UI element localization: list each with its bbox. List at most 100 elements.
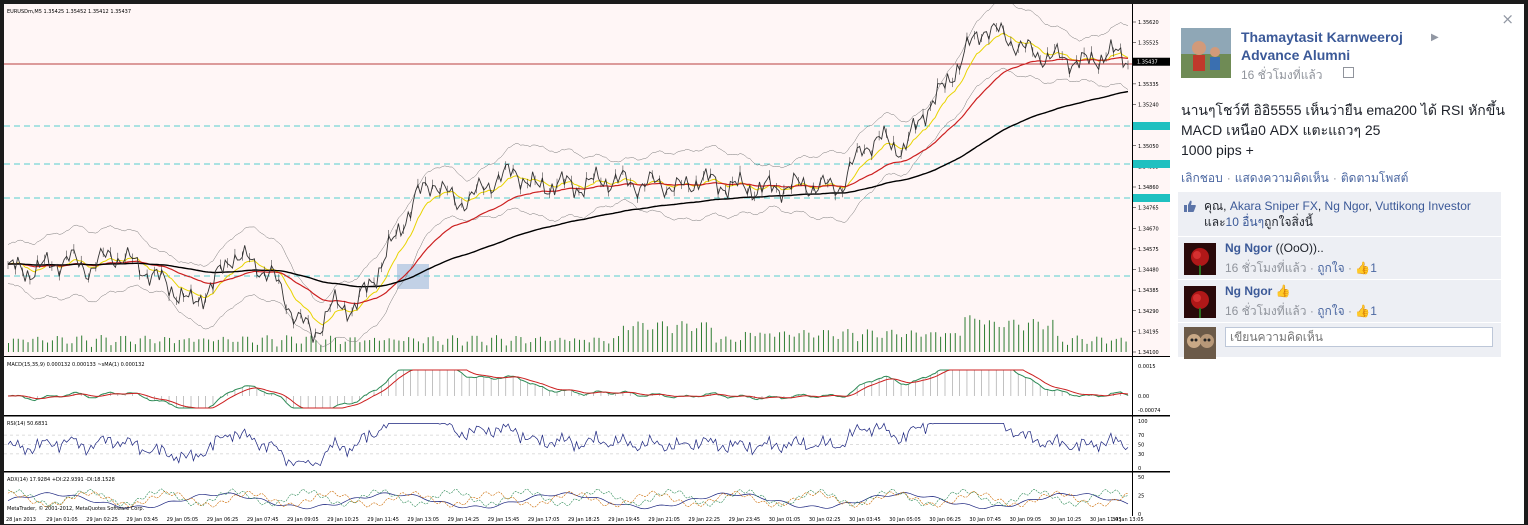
volume-bar — [559, 337, 561, 352]
time-tick-label: 30 Jan 02:25 — [809, 517, 841, 523]
bollinger-upper-band — [7, 4, 1129, 304]
macd-tick-label: 0.0015 — [1138, 364, 1156, 370]
volume-bar — [447, 338, 449, 352]
commenter-name[interactable]: Ng Ngor — [1225, 241, 1273, 255]
volume-bar — [256, 344, 258, 352]
volume-bar — [173, 343, 175, 352]
volume-bar — [661, 321, 663, 352]
volume-bar — [764, 333, 766, 352]
comment-time[interactable]: 16 ชั่วโมงที่แล้ว — [1225, 304, 1307, 318]
volume-bar — [461, 345, 463, 352]
volume-bar — [769, 333, 771, 352]
volume-bar — [203, 338, 205, 352]
volume-bar — [42, 340, 44, 352]
volume-bar — [1062, 341, 1064, 352]
volume-bar — [852, 332, 854, 352]
volume-bar — [134, 344, 136, 352]
volume-bar — [915, 332, 917, 352]
volume-bar — [910, 330, 912, 352]
commenter-avatar[interactable] — [1184, 243, 1216, 275]
volume-bar — [100, 335, 102, 352]
commenter-avatar[interactable] — [1184, 286, 1216, 318]
comment-link[interactable]: แสดงความคิดเห็น — [1234, 171, 1329, 185]
liker-link[interactable]: Akara Sniper FX — [1229, 199, 1318, 213]
liker-link[interactable]: Vuttikong Investor — [1375, 199, 1471, 213]
volume-bar — [705, 322, 707, 352]
volume-bar — [1013, 319, 1015, 352]
time-tick-label: 28 Jan 2013 — [6, 517, 36, 523]
comment-like-count[interactable]: 1 — [1370, 261, 1377, 275]
follow-post-link[interactable]: ติดตามโพสต์ — [1340, 171, 1409, 185]
rsi-pane — [4, 417, 1170, 471]
volume-bar — [1047, 325, 1049, 352]
volume-bar — [564, 339, 566, 352]
close-icon[interactable]: × — [1501, 10, 1514, 28]
comment-like-link[interactable]: ถูกใจ — [1317, 304, 1345, 318]
chart-canvas[interactable]: 1.356201.355251.354371.353351.352401.351… — [4, 4, 1170, 524]
thumbs-up-icon: 👍 — [1355, 304, 1371, 318]
time-tick-label: 29 Jan 15:45 — [488, 517, 520, 523]
write-comment-row — [1178, 323, 1501, 359]
time-tick-label: 29 Jan 06:25 — [207, 517, 239, 523]
time-tick-label: 30 Jan 10:25 — [1050, 517, 1082, 523]
volume-bar — [130, 341, 132, 352]
volume-bar — [496, 335, 498, 352]
volume-bar — [320, 344, 322, 352]
volume-bar — [857, 341, 859, 352]
likes-and: และ — [1204, 215, 1226, 229]
price-tick-label: 1.34765 — [1138, 206, 1159, 212]
volume-bar — [115, 341, 117, 352]
rsi-tick-label: 50 — [1138, 443, 1144, 449]
volume-bar — [476, 335, 478, 352]
author-group[interactable]: Advance Alumni — [1241, 47, 1351, 63]
volume-bar — [76, 336, 78, 352]
time-tick-label: 30 Jan 06:25 — [929, 517, 961, 523]
comment-like-count[interactable]: 1 — [1370, 304, 1377, 318]
liker-link[interactable]: Ng Ngor — [1324, 199, 1369, 213]
time-tick-label: 29 Jan 01:05 — [46, 517, 78, 523]
post-actions: เลิกชอบ · แสดงความคิดเห็น · ติดตามโพสต์ — [1181, 171, 1409, 185]
volume-bar — [466, 341, 468, 352]
author-name[interactable]: Thamaytasit Karnweeroj — [1241, 29, 1403, 45]
volume-bar — [144, 335, 146, 352]
comment-like-link[interactable]: ถูกใจ — [1317, 261, 1345, 275]
volume-bar — [505, 345, 507, 352]
thumbs-up-icon: 👍 — [1355, 261, 1371, 275]
volume-bar — [481, 341, 483, 352]
adx-pane — [4, 473, 1170, 516]
volume-bar — [530, 342, 532, 352]
time-tick-label: 30 Jan 07:45 — [969, 517, 1001, 523]
unlike-link[interactable]: เลิกชอบ — [1181, 171, 1223, 185]
comment-text: ((OoO)).. — [1275, 241, 1324, 255]
comment-input[interactable] — [1225, 327, 1493, 347]
volume-bar — [310, 335, 312, 352]
thumbs-up-icon — [1184, 200, 1196, 212]
price-tick-label: 1.34195 — [1138, 329, 1159, 335]
author-avatar[interactable] — [1181, 28, 1231, 78]
volume-bar — [813, 337, 815, 352]
level-tag — [1133, 194, 1170, 202]
volume-bar — [676, 324, 678, 352]
adx-tick-label: 0 — [1138, 512, 1141, 518]
comment-time[interactable]: 16 ชั่วโมงที่แล้ว — [1225, 261, 1307, 275]
commenter-name[interactable]: Ng Ngor — [1225, 284, 1273, 298]
likes-summary: คุณ, Akara Sniper FX, Ng Ngor, Vuttikong… — [1178, 192, 1501, 236]
volume-bar — [12, 338, 14, 352]
volume-bar — [315, 340, 317, 352]
audience-icon[interactable] — [1343, 67, 1354, 78]
volume-bar — [217, 339, 219, 352]
adx-tick-label: 25 — [1138, 494, 1144, 500]
volume-bar — [554, 340, 556, 352]
volume-bar — [1120, 337, 1122, 352]
likes-others-link[interactable]: 10 อื่นๆ — [1225, 215, 1265, 229]
volume-bar — [720, 338, 722, 352]
volume-bar — [1081, 339, 1083, 352]
adx-line — [7, 492, 1129, 510]
trading-chart[interactable]: 1.356201.355251.354371.353351.352401.351… — [4, 4, 1170, 524]
volume-bar — [944, 333, 946, 352]
volume-bar — [930, 332, 932, 352]
post-time[interactable]: 16 ชั่วโมงที่แล้ว — [1241, 68, 1323, 82]
volume-bar — [183, 339, 185, 352]
ema-mid-line — [7, 56, 1129, 305]
volume-bar — [510, 340, 512, 352]
